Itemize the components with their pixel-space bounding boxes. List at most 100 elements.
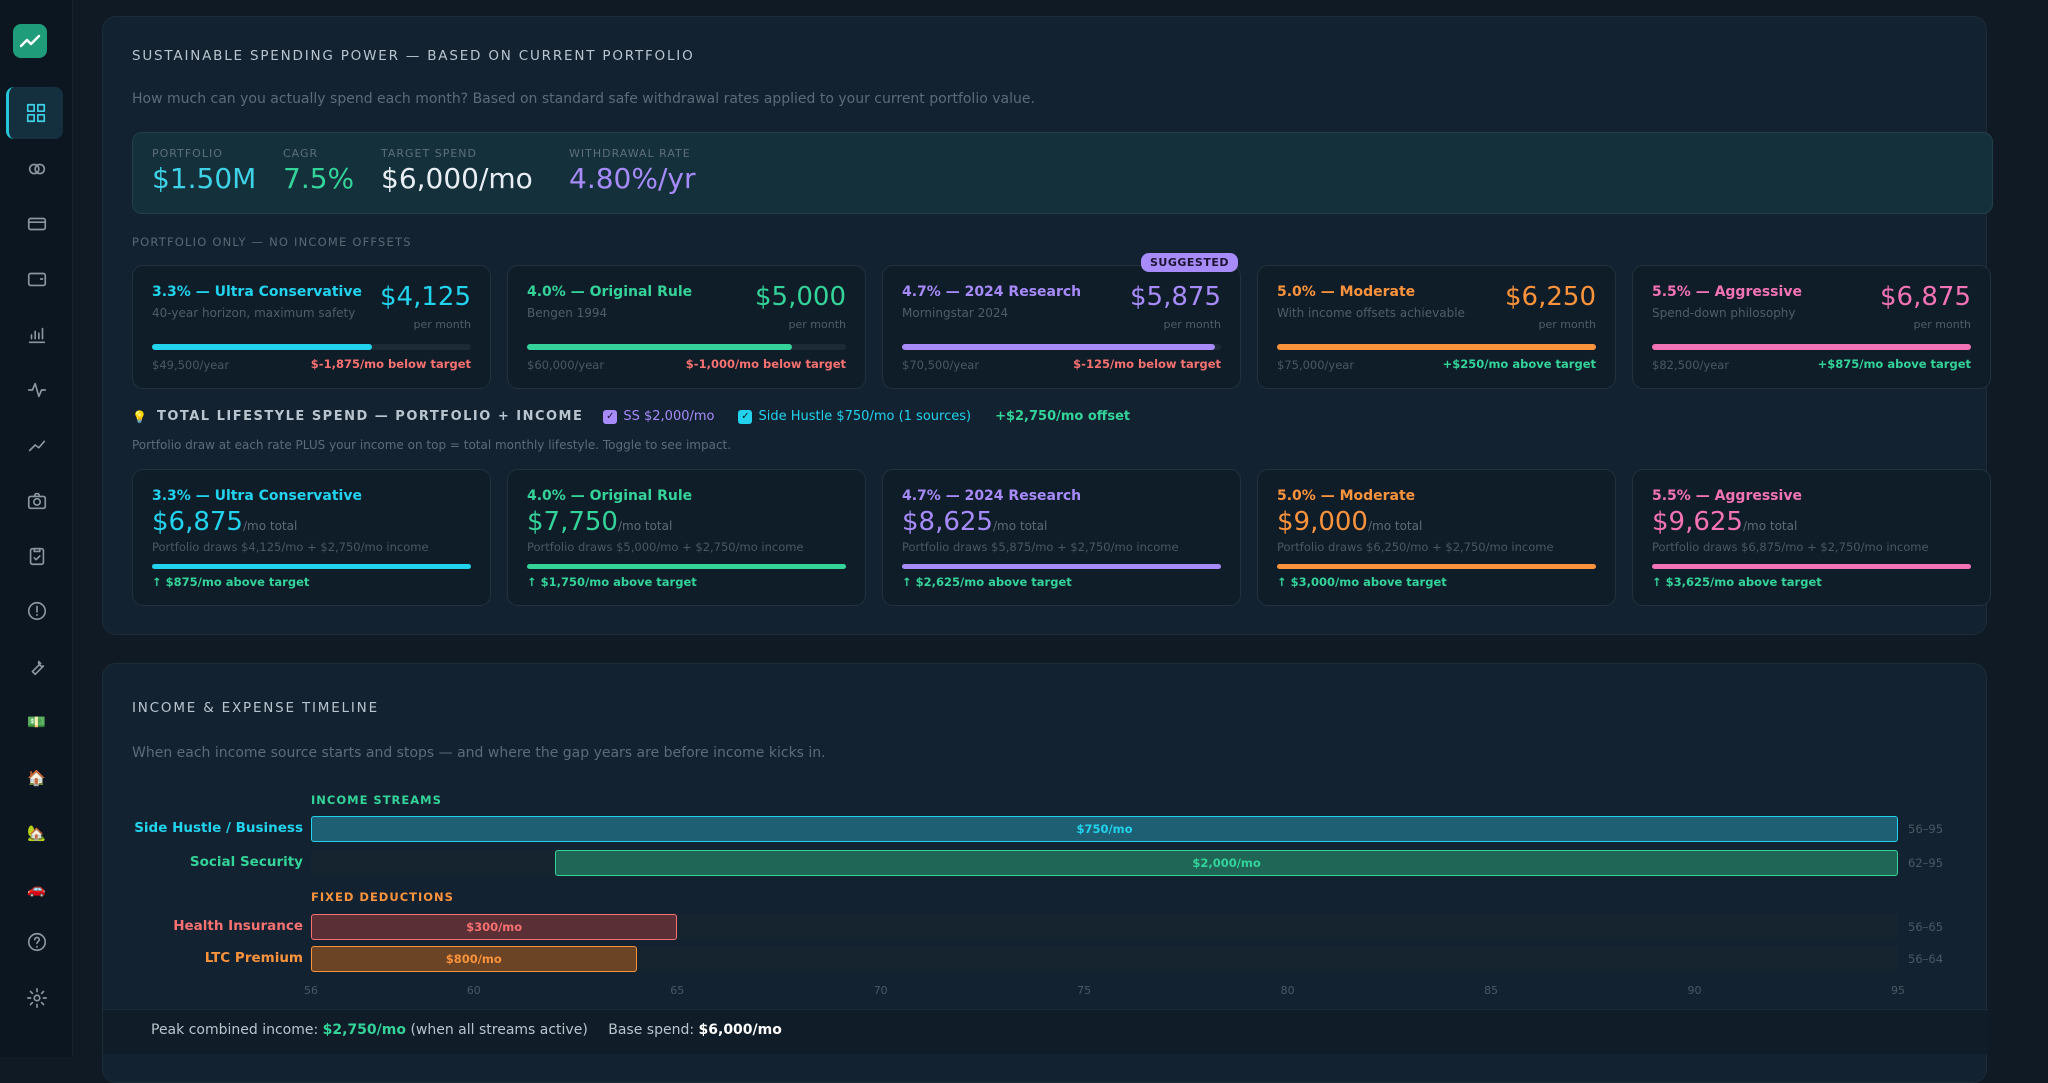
- lifestyle-unit: /mo total: [1742, 519, 1798, 533]
- nav-alert[interactable]: [0, 589, 73, 633]
- rate-amount: $5,875: [1130, 282, 1221, 312]
- lifestyle-header: 💡 TOTAL LIFESTYLE SPEND — PORTFOLIO + IN…: [132, 409, 1130, 424]
- base-spend-value: $6,000/mo: [698, 1022, 782, 1038]
- stat-value: 4.80%/yr: [569, 162, 696, 195]
- spending-description: How much can you actually spend each mon…: [132, 91, 1035, 107]
- ss-toggle[interactable]: ✓ SS $2,000/mo: [603, 409, 714, 424]
- peak-value: $2,750/mo: [322, 1022, 406, 1038]
- rings-icon: [28, 163, 45, 175]
- rate-name: 3.3% — Ultra Conservative: [152, 284, 362, 300]
- stat-label: PORTFOLIO: [152, 147, 223, 160]
- lifestyle-above-target: ↑ $3,000/mo above target: [1277, 575, 1447, 589]
- offset-total: +$2,750/mo offset: [995, 409, 1131, 424]
- rate-subtitle: Spend-down philosophy: [1652, 306, 1796, 320]
- lifestyle-title: TOTAL LIFESTYLE SPEND — PORTFOLIO + INCO…: [156, 409, 584, 424]
- house-icon: 🏠: [27, 769, 46, 787]
- nav-help[interactable]: [0, 920, 73, 964]
- side-hustle-toggle-label: Side Hustle $750/mo (1 sources): [758, 409, 972, 424]
- rate-card[interactable]: 3.3% — Ultra Conservative 40-year horizo…: [132, 265, 491, 389]
- nav-activity[interactable]: [0, 368, 73, 412]
- nav-trend[interactable]: [0, 423, 73, 467]
- nav-car[interactable]: 🚗: [0, 867, 73, 911]
- wallet-icon: [27, 272, 46, 287]
- rate-card[interactable]: 4.7% — 2024 Research Morningstar 2024 $5…: [882, 265, 1241, 389]
- stat-value: $1.50M: [152, 162, 257, 195]
- stat-label: TARGET SPEND: [381, 147, 477, 160]
- rate-card[interactable]: 5.5% — Aggressive Spend-down philosophy …: [1632, 265, 1991, 389]
- rate-subtitle: 40-year horizon, maximum safety: [152, 306, 356, 320]
- lifestyle-rate-name: 4.0% — Original Rule: [527, 488, 693, 504]
- trend-up-icon: [19, 34, 41, 48]
- lifestyle-card[interactable]: 4.7% — 2024 Research $8,625/mo total Por…: [882, 469, 1241, 606]
- clipboard-icon: [29, 547, 44, 566]
- timeline-row-label: Health Insurance: [173, 918, 303, 934]
- ss-toggle-label: SS $2,000/mo: [623, 409, 715, 424]
- camera-icon: [27, 492, 46, 510]
- nav-house-garden[interactable]: 🏡: [0, 811, 73, 855]
- nav-tools[interactable]: [0, 645, 73, 689]
- rate-card[interactable]: 4.0% — Original Rule Bengen 1994 $5,000 …: [507, 265, 866, 389]
- stat-portfolio: PORTFOLIO $1.50M: [152, 147, 256, 195]
- timeline-bar[interactable]: $300/mo: [311, 914, 678, 940]
- timeline-bar[interactable]: $750/mo: [311, 816, 1898, 842]
- spending-title: SUSTAINABLE SPENDING POWER — BASED ON CU…: [132, 48, 695, 64]
- rate-progress-track: [1277, 344, 1596, 350]
- peak-label: Peak combined income:: [151, 1022, 319, 1038]
- lifestyle-description: Portfolio draw at each rate PLUS your in…: [132, 438, 732, 452]
- rate-per-month: per month: [788, 318, 846, 331]
- timeline-axis-tick: 60: [466, 984, 481, 997]
- lifestyle-above-target: ↑ $875/mo above target: [152, 575, 310, 589]
- timeline-axis-tick: 65: [670, 984, 685, 997]
- lifestyle-card[interactable]: 5.5% — Aggressive $9,625/mo total Portfo…: [1632, 469, 1991, 606]
- rate-per-month: per month: [413, 318, 471, 331]
- app-logo[interactable]: [13, 24, 47, 58]
- rate-progress-fill: [527, 344, 792, 350]
- rate-progress-fill: [1652, 344, 1971, 350]
- nav-charts[interactable]: [0, 313, 73, 357]
- lifestyle-total: $9,000/mo total: [1277, 507, 1422, 537]
- lifestyle-bar: [152, 564, 471, 569]
- lifestyle-card[interactable]: 3.3% — Ultra Conservative $6,875/mo tota…: [132, 469, 491, 606]
- nav-wallet[interactable]: [0, 257, 73, 301]
- timeline-axis-tick: 56: [304, 984, 318, 997]
- lifestyle-note: Portfolio draws $4,125/mo + $2,750/mo in…: [152, 540, 429, 554]
- rate-yearly: $49,500/year: [152, 358, 230, 372]
- nav-money[interactable]: 💵: [0, 700, 73, 744]
- rate-name: 5.0% — Moderate: [1277, 284, 1416, 300]
- lifestyle-above-target: ↑ $3,625/mo above target: [1652, 575, 1822, 589]
- spending-power-card: SUSTAINABLE SPENDING POWER — BASED ON CU…: [102, 16, 1993, 635]
- lifestyle-note: Portfolio draws $6,250/mo + $2,750/mo in…: [1277, 540, 1554, 554]
- nav-settings[interactable]: [0, 976, 73, 1020]
- checkbox-side-hustle[interactable]: ✓: [738, 409, 753, 424]
- lifestyle-above-target: ↑ $2,625/mo above target: [902, 575, 1072, 589]
- timeline-bar[interactable]: $800/mo: [311, 946, 637, 972]
- checkbox-ss[interactable]: ✓: [603, 409, 618, 424]
- timeline-axis-tick: 85: [1484, 984, 1499, 997]
- lifestyle-total-value: $9,625: [1652, 507, 1743, 537]
- nav-dashboard[interactable]: [6, 87, 63, 139]
- lifestyle-total: $9,625/mo total: [1652, 507, 1797, 537]
- timeline-summary: Peak combined income: $2,750/mo (when al…: [103, 1009, 1988, 1054]
- portfolio-stats-panel: PORTFOLIO $1.50M CAGR 7.5% TARGET SPEND …: [132, 132, 1993, 214]
- lightbulb-icon: 💡: [132, 409, 147, 424]
- rate-progress-track: [152, 344, 471, 350]
- lifestyle-card[interactable]: 4.0% — Original Rule $7,750/mo total Por…: [507, 469, 866, 606]
- rate-amount: $5,000: [755, 282, 846, 312]
- rate-card[interactable]: 5.0% — Moderate With income offsets achi…: [1257, 265, 1616, 389]
- nav-house[interactable]: 🏠: [0, 756, 73, 800]
- side-hustle-toggle[interactable]: ✓ Side Hustle $750/mo (1 sources): [738, 409, 971, 424]
- timeline-axis-tick: 70: [873, 984, 888, 997]
- settings-icon: [26, 988, 47, 1008]
- rate-delta: +$875/mo above target: [1817, 357, 1971, 371]
- nav-rings[interactable]: [0, 147, 73, 191]
- timeline-bar[interactable]: $2,000/mo: [555, 850, 1898, 876]
- timeline-age-range: 56–65: [1908, 920, 1944, 934]
- nav-cards[interactable]: [0, 202, 73, 246]
- lifestyle-card[interactable]: 5.0% — Moderate $9,000/mo total Portfoli…: [1257, 469, 1616, 606]
- timeline-title: INCOME & EXPENSE TIMELINE: [132, 700, 379, 716]
- rate-name: 4.0% — Original Rule: [527, 284, 693, 300]
- income-streams-header: INCOME STREAMS: [311, 793, 442, 807]
- timeline-row-label: Social Security: [189, 854, 303, 870]
- nav-camera[interactable]: [0, 479, 73, 523]
- nav-clipboard[interactable]: [0, 534, 73, 578]
